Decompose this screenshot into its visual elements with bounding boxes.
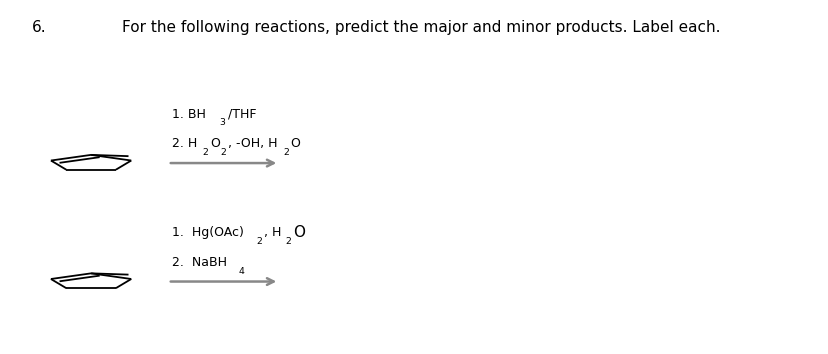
Text: 1.  Hg(OAc): 1. Hg(OAc)	[171, 226, 243, 239]
Text: For the following reactions, predict the major and minor products. Label each.: For the following reactions, predict the…	[122, 20, 720, 35]
Text: 2.  NaBH: 2. NaBH	[171, 256, 226, 269]
Text: 2: 2	[282, 148, 289, 157]
Text: O: O	[209, 137, 219, 150]
Text: 2. H: 2. H	[171, 137, 197, 150]
Text: 2: 2	[256, 237, 262, 246]
Text: 6.: 6.	[32, 20, 46, 35]
Text: 2: 2	[219, 148, 226, 157]
Text: 1. BH: 1. BH	[171, 108, 205, 121]
Text: 3: 3	[219, 119, 225, 127]
Text: 4: 4	[238, 267, 244, 275]
Text: 2: 2	[202, 148, 208, 157]
Text: 2: 2	[285, 237, 291, 246]
Text: /THF: /THF	[228, 108, 256, 121]
Text: , -OH, H: , -OH, H	[228, 137, 277, 150]
Text: O: O	[292, 225, 305, 240]
Text: , H: , H	[263, 226, 281, 239]
Text: O: O	[291, 137, 301, 150]
